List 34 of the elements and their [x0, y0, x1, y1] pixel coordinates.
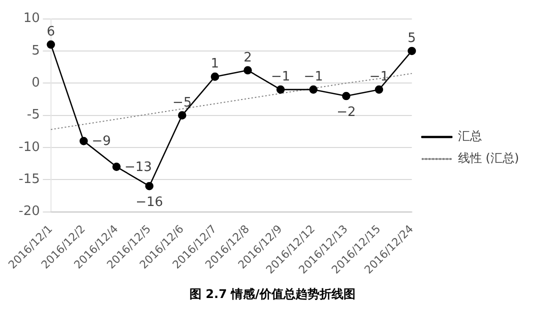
point: [112, 162, 121, 171]
data-label: −1: [369, 70, 389, 85]
data-label: 2: [244, 50, 252, 66]
point: [178, 111, 186, 120]
point: [342, 92, 350, 100]
legend-label: 汇总: [458, 129, 482, 144]
data-label: −5: [172, 95, 192, 110]
point: [46, 40, 56, 49]
point: [145, 182, 154, 190]
y-tick-label: 0: [32, 76, 40, 91]
data-label: 1: [210, 56, 220, 72]
y-tick-label: -15: [18, 172, 40, 188]
point: [244, 66, 252, 74]
data-label: 6: [46, 24, 56, 40]
data-label: −1: [270, 70, 290, 85]
data-label: −16: [136, 195, 164, 210]
y-tick-label: 10: [23, 11, 40, 26]
y-tick-label: 5: [32, 43, 40, 58]
data-label: −9: [92, 134, 111, 150]
data-label: −1: [304, 70, 323, 85]
point: [374, 85, 384, 94]
legend-label: 线性 (汇总): [458, 151, 520, 166]
data-label: −2: [336, 105, 356, 120]
y-tick-label: -20: [18, 204, 40, 220]
point: [309, 85, 318, 94]
y-tick-label: -10: [18, 140, 40, 155]
data-label: 5: [408, 30, 416, 46]
data-label: −13: [124, 160, 152, 175]
y-tick-label: -5: [26, 108, 40, 123]
point: [210, 72, 220, 81]
point: [408, 46, 416, 56]
point: [276, 85, 285, 94]
caption: 图 2.7 情感/价值总趋势折线图: [188, 286, 356, 303]
point: [80, 136, 88, 146]
